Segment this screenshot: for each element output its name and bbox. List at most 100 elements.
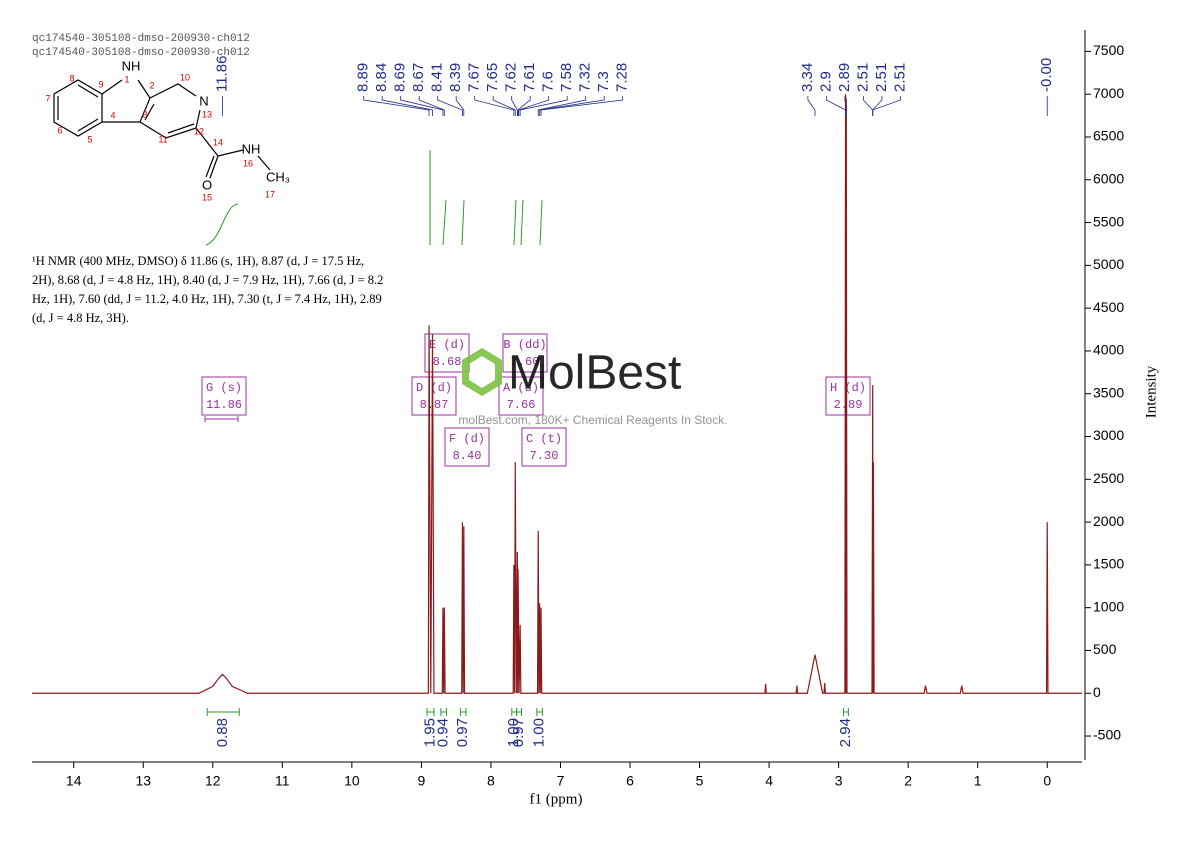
multiplet-box xyxy=(444,427,490,467)
peak-label: 7.58 xyxy=(558,63,575,92)
peak-label: 8.89 xyxy=(355,63,372,92)
atom-label: 12 xyxy=(194,126,204,136)
x-tick-label: 8 xyxy=(487,773,495,789)
peak-connector xyxy=(400,96,444,116)
y-tick-label: 4000 xyxy=(1093,342,1124,358)
integral-label: 0.97 xyxy=(454,718,471,747)
x-tick-label: 2 xyxy=(904,773,912,789)
nmr-description: (d, J = 4.8 Hz, 3H). xyxy=(32,311,129,325)
multiplet-range xyxy=(204,416,239,422)
peak-connector xyxy=(807,96,816,116)
nmr-description: Hz, 1H), 7.60 (dd, J = 11.2, 4.0 Hz, 1H)… xyxy=(32,292,382,306)
y-tick-label: 2000 xyxy=(1093,513,1124,529)
atom-label: N xyxy=(199,93,208,108)
peak-connector xyxy=(474,96,515,116)
peak-connector xyxy=(418,96,445,116)
peak-label: 2.9 xyxy=(817,71,834,92)
peak-label: 8.41 xyxy=(429,63,446,92)
peak-connector xyxy=(518,96,550,116)
multiplet-name: B (dd) xyxy=(503,338,546,352)
nmr-description: ¹H NMR (400 MHz, DMSO) δ 11.86 (s, 1H), … xyxy=(32,254,364,268)
atom-label: NH xyxy=(122,58,141,73)
brand: MolBest xyxy=(508,347,681,400)
multiplet-name: A (d) xyxy=(503,381,539,395)
integral-curve xyxy=(429,150,543,246)
y-tick-label: 1500 xyxy=(1093,556,1124,572)
y-tick-label: 500 xyxy=(1093,641,1117,657)
multiplet-name: G (s) xyxy=(206,381,242,395)
atom-label: 16 xyxy=(243,158,253,168)
y-tick-label: 5000 xyxy=(1093,256,1124,272)
y-tick-label: 7500 xyxy=(1093,42,1124,58)
integral-bracket xyxy=(426,708,435,716)
atom-label: 10 xyxy=(180,72,190,82)
x-tick-label: 11 xyxy=(275,773,290,789)
x-tick-label: 10 xyxy=(344,773,360,789)
atom-label: 7 xyxy=(45,93,50,103)
integral-bracket xyxy=(516,708,523,716)
atom-label: 8 xyxy=(69,73,74,83)
y-tick-label: -500 xyxy=(1093,727,1121,743)
molecule xyxy=(53,79,271,179)
x-tick-label: 6 xyxy=(626,773,634,789)
atom-label: CH₃ xyxy=(266,169,290,184)
x-tick-label: 4 xyxy=(765,773,773,789)
atom-label: 9 xyxy=(98,79,103,89)
integral-bracket xyxy=(206,708,240,716)
multiplet-shift: 8.40 xyxy=(453,449,482,463)
multiplet-box xyxy=(201,376,247,416)
peak-connector xyxy=(492,96,516,116)
peak-label: 2.89 xyxy=(836,63,853,92)
atom-label: 14 xyxy=(213,137,223,147)
peak-connector xyxy=(511,96,518,116)
multiplet-shift: 7.30 xyxy=(530,449,559,463)
integral-bracket xyxy=(459,708,467,716)
multiplet-box xyxy=(521,427,567,467)
y-tick-label: 1000 xyxy=(1093,598,1124,614)
peak-connector xyxy=(826,96,846,116)
multiplet-shift: 8.68 xyxy=(433,355,462,369)
atom-label: 1 xyxy=(124,74,129,84)
peak-connector xyxy=(872,96,883,116)
multiplet-shift: 11.86 xyxy=(206,398,242,412)
peak-connector xyxy=(455,96,465,116)
tagline: molBest.com, 180K+ Chemical Reagents In … xyxy=(458,413,727,427)
multiplet-box xyxy=(825,376,871,416)
atom-label: 17 xyxy=(265,189,275,199)
x-tick-label: 0 xyxy=(1043,773,1051,789)
peak-connector xyxy=(537,96,587,116)
integral-bracket xyxy=(440,708,447,716)
peak-connector xyxy=(517,96,531,116)
file-name: qc174540-305108-dmso-200930-ch012 xyxy=(32,47,250,59)
multiplet-name: F (d) xyxy=(449,432,485,446)
y-tick-label: 4500 xyxy=(1093,299,1124,315)
peak-connector xyxy=(863,96,874,116)
x-axis-title: f1 (ppm) xyxy=(530,791,583,807)
peak-connector xyxy=(872,96,901,116)
integral-label: 2.94 xyxy=(837,718,854,747)
peak-label: 8.39 xyxy=(447,63,464,92)
multiplet-shift: 7.60 xyxy=(511,355,540,369)
atom-label: 13 xyxy=(202,109,212,119)
atom-label: 3 xyxy=(142,109,147,119)
peak-label: 11.86 xyxy=(213,56,230,92)
peak-label: 7.32 xyxy=(577,63,594,92)
integral-label: 0.94 xyxy=(435,718,452,747)
peak-label: 8.67 xyxy=(410,63,427,92)
peak-connector xyxy=(363,96,430,116)
integral-bracket xyxy=(536,708,543,716)
y-axis-title: Intensity xyxy=(1143,365,1159,418)
multiplet-name: D (d) xyxy=(416,381,452,395)
peak-connector xyxy=(437,96,463,116)
y-tick-label: 3500 xyxy=(1093,384,1124,400)
y-tick-label: 7000 xyxy=(1093,85,1124,101)
peak-label: 7.61 xyxy=(521,63,538,92)
peak-label: 7.62 xyxy=(503,63,520,92)
peak-label: 7.65 xyxy=(484,63,501,92)
integral-label: 1.95 xyxy=(421,718,438,747)
peak-label: 2.51 xyxy=(873,63,890,92)
bond xyxy=(57,84,99,132)
x-tick-label: 9 xyxy=(418,773,426,789)
multiplet-shift: 7.66 xyxy=(507,398,536,412)
